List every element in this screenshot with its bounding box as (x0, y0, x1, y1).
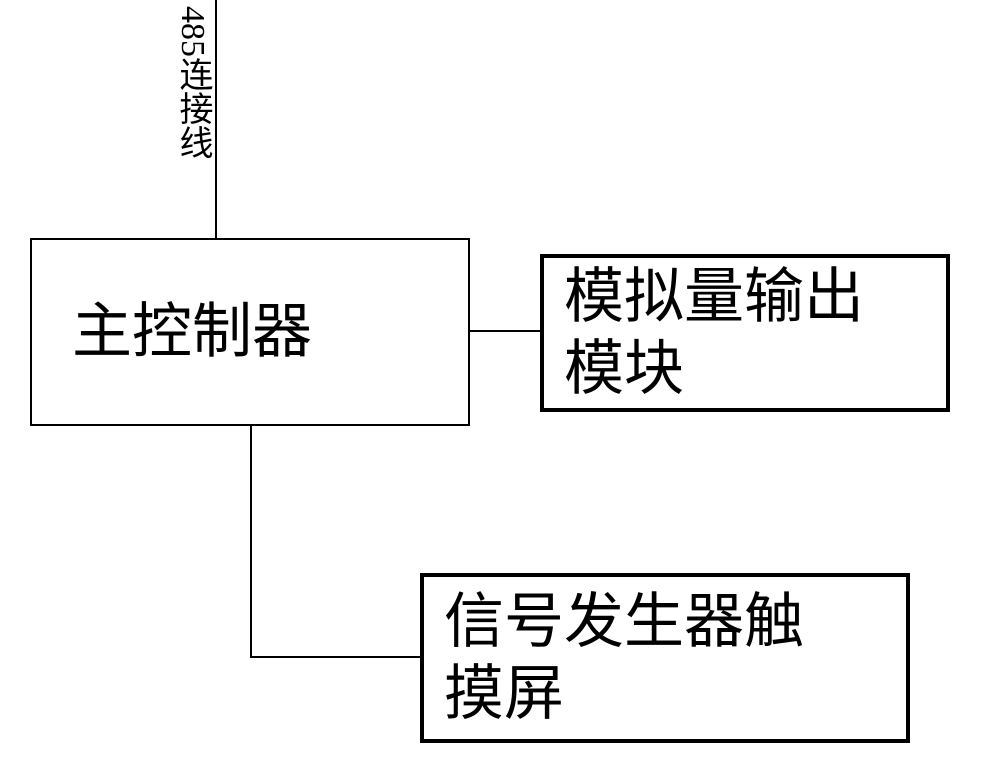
edge-top-line (215, 0, 217, 238)
edge-label-485: 485连接线 (168, 6, 217, 159)
node-analog-output: 模拟量输出 模块 (540, 254, 950, 412)
node-analog-output-label: 模拟量输出 模块 (564, 261, 864, 405)
node-main-controller: 主控制器 (30, 238, 470, 426)
edge-ctrl-to-analog (470, 330, 540, 332)
edge-ctrl-to-sig-horizontal (250, 656, 420, 658)
node-signal-generator: 信号发生器触 摸屏 (420, 573, 910, 743)
edge-ctrl-to-sig-vertical (250, 426, 252, 658)
node-signal-generator-label: 信号发生器触 摸屏 (444, 586, 804, 730)
node-main-controller-label: 主控制器 (72, 296, 312, 368)
diagram-canvas: 485连接线 主控制器 模拟量输出 模块 信号发生器触 摸屏 (0, 0, 1000, 772)
